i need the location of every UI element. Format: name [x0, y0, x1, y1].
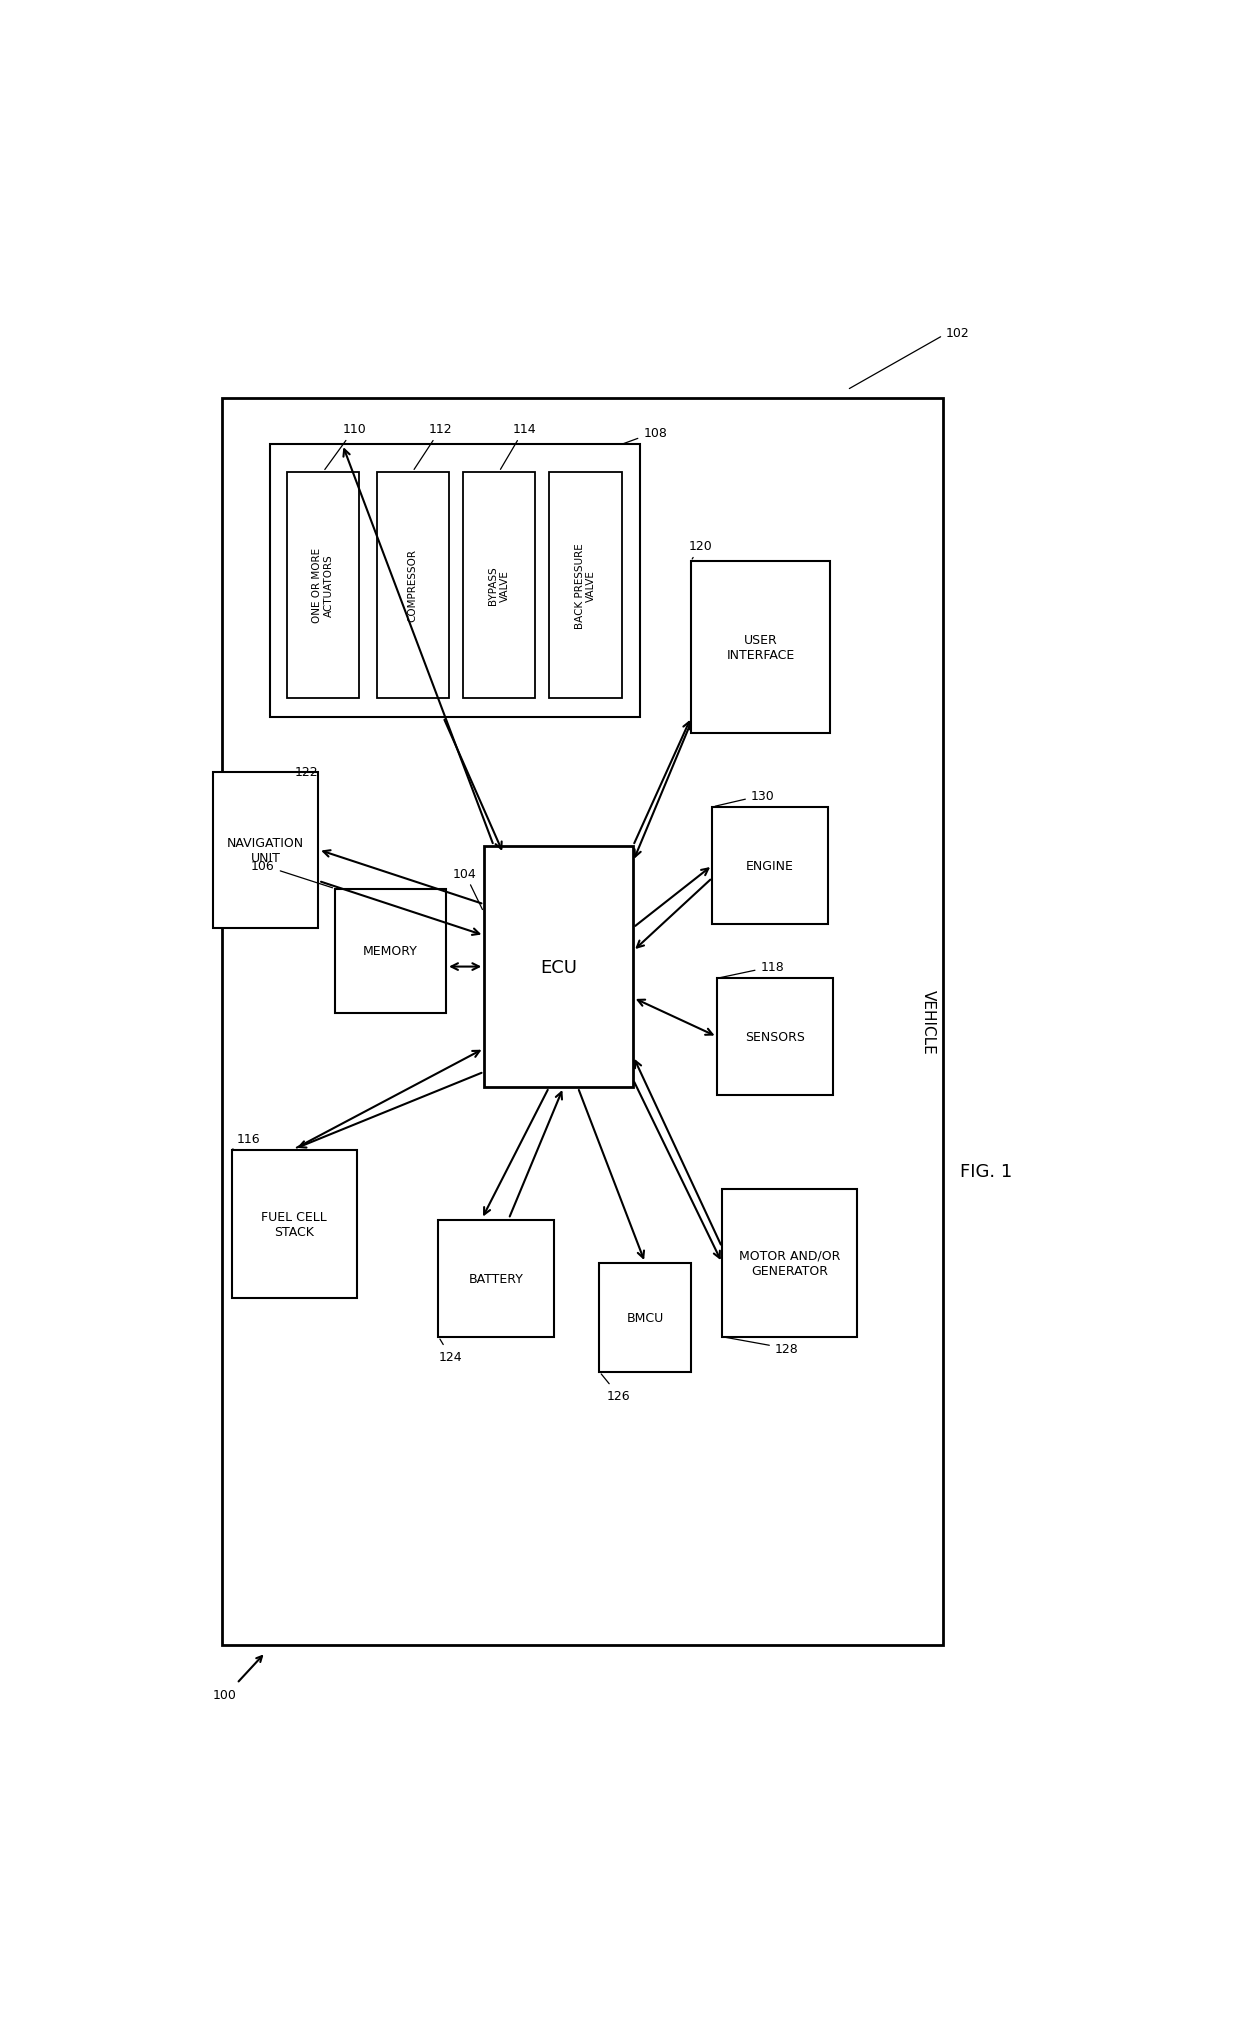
FancyBboxPatch shape: [691, 562, 830, 734]
Text: BYPASS
VALVE: BYPASS VALVE: [489, 566, 510, 605]
Text: 108: 108: [624, 427, 667, 445]
Text: 122: 122: [294, 767, 317, 779]
Text: 126: 126: [601, 1374, 630, 1402]
Text: 114: 114: [501, 423, 536, 469]
FancyBboxPatch shape: [288, 473, 360, 698]
FancyBboxPatch shape: [549, 473, 621, 698]
Text: 120: 120: [688, 540, 712, 560]
Text: 124: 124: [439, 1339, 463, 1364]
FancyBboxPatch shape: [463, 473, 536, 698]
Text: 112: 112: [414, 423, 453, 469]
Text: FUEL CELL
STACK: FUEL CELL STACK: [262, 1210, 327, 1238]
Text: BMCU: BMCU: [626, 1311, 663, 1325]
FancyBboxPatch shape: [722, 1190, 857, 1337]
Text: 104: 104: [453, 868, 482, 910]
Text: BATTERY: BATTERY: [469, 1272, 523, 1285]
FancyBboxPatch shape: [377, 473, 449, 698]
Text: BACK PRESSURE
VALVE: BACK PRESSURE VALVE: [574, 542, 596, 629]
Text: COMPRESSOR: COMPRESSOR: [408, 548, 418, 621]
Text: ONE OR MORE
ACTUATORS: ONE OR MORE ACTUATORS: [312, 548, 334, 623]
Text: 130: 130: [715, 789, 775, 807]
Text: MEMORY: MEMORY: [363, 945, 418, 959]
Text: ECU: ECU: [541, 959, 577, 975]
FancyBboxPatch shape: [335, 890, 445, 1014]
Text: ENGINE: ENGINE: [746, 860, 794, 872]
Text: 100: 100: [213, 1687, 237, 1701]
Text: 116: 116: [232, 1133, 260, 1151]
FancyBboxPatch shape: [213, 773, 319, 929]
FancyBboxPatch shape: [222, 399, 944, 1645]
FancyBboxPatch shape: [713, 807, 828, 925]
Text: 102: 102: [946, 326, 970, 340]
Text: 106: 106: [250, 860, 332, 888]
FancyBboxPatch shape: [439, 1220, 554, 1337]
Text: MOTOR AND/OR
GENERATOR: MOTOR AND/OR GENERATOR: [739, 1248, 839, 1277]
Text: 118: 118: [720, 961, 784, 979]
Text: 110: 110: [325, 423, 366, 469]
Text: 128: 128: [724, 1337, 799, 1355]
FancyBboxPatch shape: [484, 846, 634, 1088]
FancyBboxPatch shape: [599, 1262, 691, 1372]
FancyBboxPatch shape: [717, 979, 832, 1096]
FancyBboxPatch shape: [232, 1151, 357, 1299]
Text: FIG. 1: FIG. 1: [960, 1161, 1012, 1179]
Text: VEHICLE: VEHICLE: [921, 989, 936, 1054]
Text: USER
INTERFACE: USER INTERFACE: [727, 633, 795, 662]
Text: SENSORS: SENSORS: [745, 1030, 805, 1044]
Text: NAVIGATION
UNIT: NAVIGATION UNIT: [227, 835, 304, 864]
FancyBboxPatch shape: [270, 445, 640, 718]
